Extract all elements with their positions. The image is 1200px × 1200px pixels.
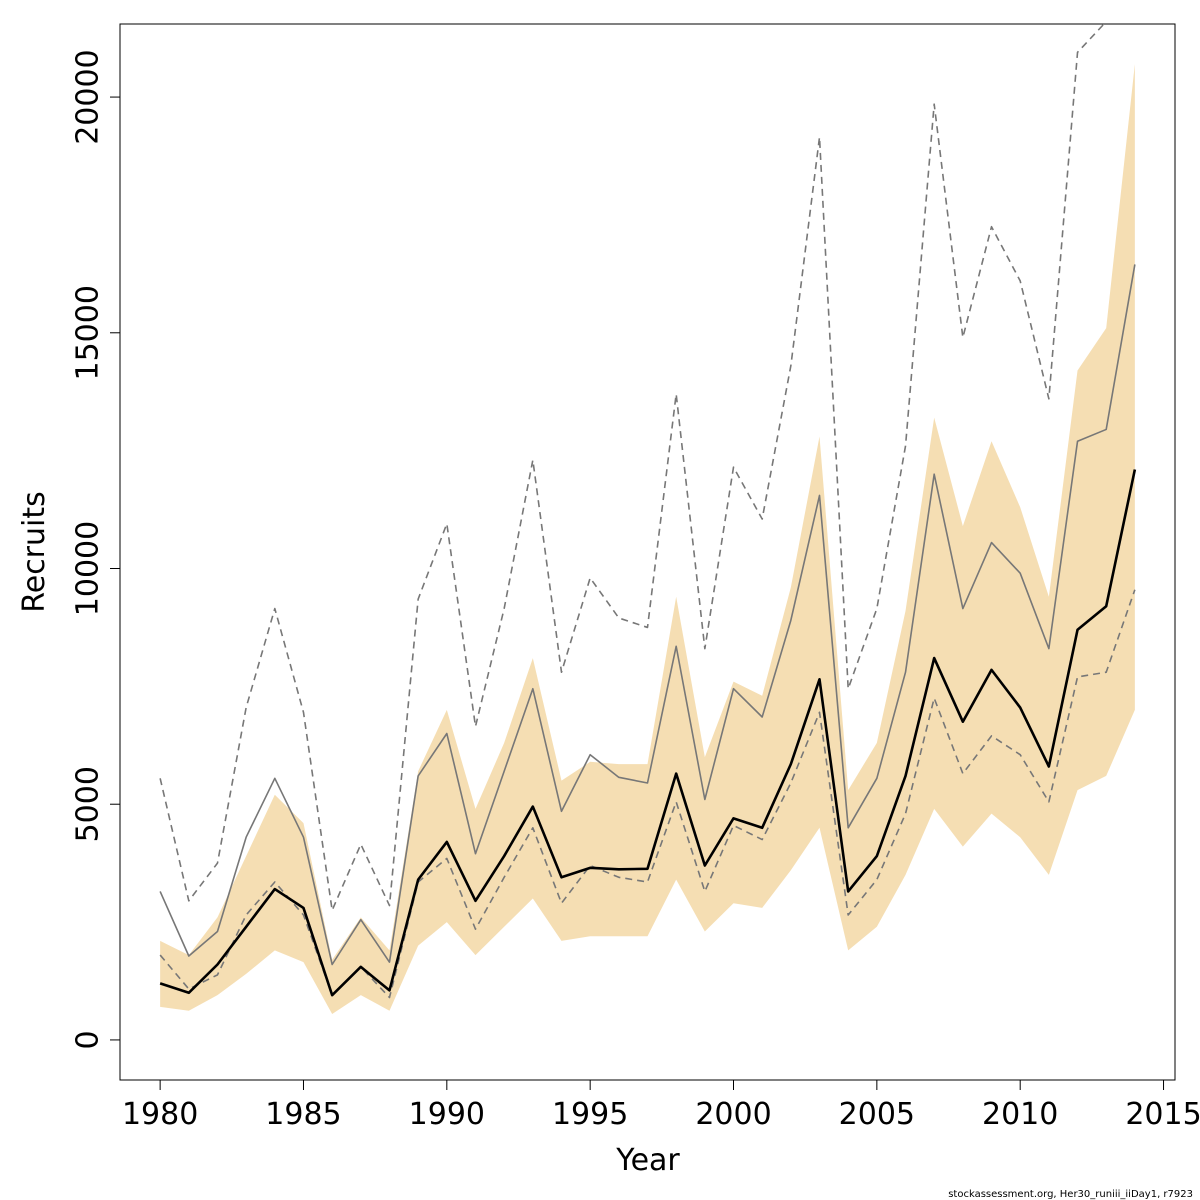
upper-dashed-line [159, 24, 1106, 912]
x-tick-label: 2005 [839, 1097, 915, 1132]
y-tick-label: 20000 [71, 49, 106, 144]
x-tick-label: 2010 [982, 1097, 1058, 1132]
y-tick-label: 5000 [71, 766, 106, 842]
x-tick-label: 1990 [409, 1097, 485, 1132]
y-axis-title: Recruits [17, 491, 52, 613]
x-tick-label: 1985 [265, 1097, 341, 1132]
y-tick-label: 10000 [71, 521, 106, 616]
y-tick-label: 15000 [71, 285, 106, 380]
data-layer [159, 24, 1137, 1014]
x-tick-label: 2015 [1125, 1097, 1200, 1132]
estimate-line [159, 469, 1137, 997]
footer-note: stockassessment.org, Her30_runiii_iiDay1… [948, 1189, 1193, 1200]
x-tick-label: 1980 [122, 1097, 198, 1132]
x-axis: 1980 1985 1990 1995 2000 2005 2010 2015 [122, 1079, 1200, 1132]
x-tick-label: 2000 [695, 1097, 771, 1132]
y-axis: 0 5000 10000 15000 20000 [71, 49, 121, 1049]
x-tick-label: 1995 [552, 1097, 628, 1132]
x-axis-title: Year [615, 1143, 680, 1178]
upper-estimate-line [159, 264, 1136, 966]
confidence-band [160, 64, 1135, 1014]
y-tick-label: 0 [71, 1030, 106, 1049]
